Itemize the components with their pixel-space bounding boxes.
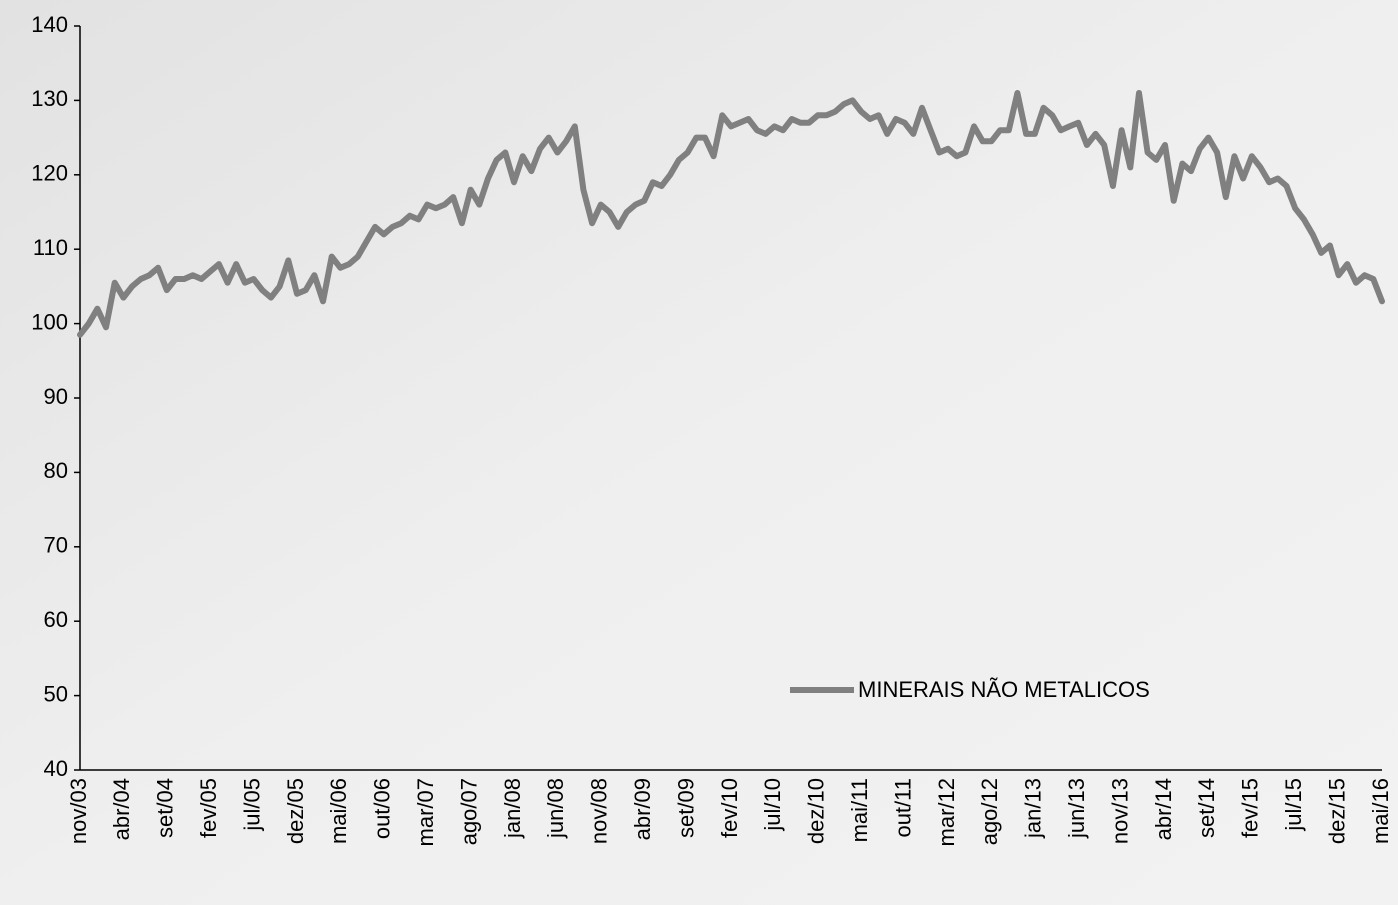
x-tick-label: set/04 — [153, 778, 178, 838]
x-tick-label: nov/03 — [66, 778, 91, 844]
x-tick-label: dez/05 — [283, 778, 308, 844]
data-line — [77, 90, 1385, 338]
x-tick-label: mai/16 — [1368, 778, 1393, 844]
y-tick-label: 80 — [44, 458, 68, 483]
x-tick-label: jul/15 — [1281, 778, 1306, 832]
x-tick-label: nov/13 — [1107, 778, 1132, 844]
x-tick-label: fev/05 — [196, 778, 221, 838]
x-tick-label: abr/04 — [109, 778, 134, 840]
legend-label: MINERAIS NÃO METALICOS — [858, 677, 1150, 702]
y-tick-label: 100 — [31, 309, 68, 334]
y-tick-label: 40 — [44, 756, 68, 781]
x-tick-label: dez/10 — [804, 778, 829, 844]
x-tick-label: abr/09 — [630, 778, 655, 840]
y-tick-label: 70 — [44, 533, 68, 558]
x-tick-label: set/14 — [1194, 778, 1219, 838]
y-tick-label: 140 — [31, 12, 68, 37]
x-tick-label: jan/13 — [1021, 778, 1046, 839]
y-tick-label: 50 — [44, 681, 68, 706]
x-tick-label: mai/06 — [326, 778, 351, 844]
x-tick-label: out/06 — [370, 778, 395, 839]
x-tick-label: out/11 — [890, 778, 915, 838]
x-tick-label: jul/10 — [760, 778, 785, 832]
x-tick-label: set/09 — [673, 778, 698, 838]
legend: MINERAIS NÃO METALICOS — [790, 677, 1150, 702]
x-tick-label: mar/12 — [934, 778, 959, 846]
x-tick-label: jul/05 — [239, 778, 264, 832]
y-tick-label: 110 — [33, 235, 68, 260]
x-tick-label: jun/08 — [543, 778, 568, 839]
y-tick-label: 60 — [44, 607, 68, 632]
x-tick-label: abr/14 — [1151, 778, 1176, 840]
x-tick-label: dez/15 — [1324, 778, 1349, 844]
x-tick-label: fev/10 — [717, 778, 742, 838]
y-tick-label: 90 — [44, 384, 68, 409]
y-tick-label: 130 — [31, 86, 68, 111]
y-tick-label: 120 — [31, 161, 68, 186]
x-tick-label: jan/08 — [500, 778, 525, 839]
x-tick-label: mai/11 — [847, 778, 872, 842]
x-tick-label: ago/07 — [456, 778, 481, 845]
x-tick-label: mar/07 — [413, 778, 438, 846]
x-tick-label: jun/13 — [1064, 778, 1089, 839]
x-tick-label: nov/08 — [587, 778, 612, 844]
x-tick-label: fev/15 — [1238, 778, 1263, 838]
x-tick-label: ago/12 — [977, 778, 1002, 845]
